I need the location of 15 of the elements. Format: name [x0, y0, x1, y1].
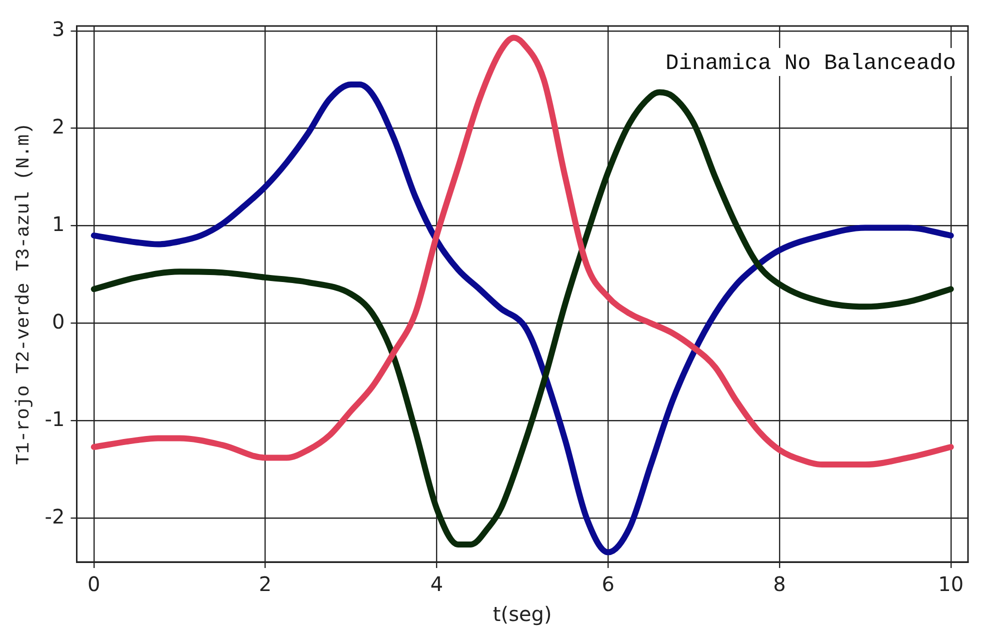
x-tick-label: 10	[938, 572, 964, 596]
annotation: Dinamica No Balanceado	[666, 50, 956, 76]
y-tick-label: 2	[52, 114, 65, 139]
x-tick-label: 6	[602, 572, 614, 596]
y-tick-label: 0	[52, 309, 65, 334]
x-axis-title: t(seg)	[492, 602, 552, 626]
y-tick-label: 3	[52, 17, 65, 42]
x-tick-label: 8	[773, 572, 786, 596]
x-tick-label: 2	[258, 572, 272, 596]
y-tick-label: 1	[52, 212, 65, 236]
y-axis-title: T1-rojo T2-verde T3-azul (N.m)	[12, 122, 34, 466]
y-tick-label: -1	[44, 406, 65, 431]
y-tick-label: -2	[44, 504, 65, 528]
x-tick-label: 4	[430, 572, 444, 596]
x-tick-label: 0	[88, 572, 100, 596]
